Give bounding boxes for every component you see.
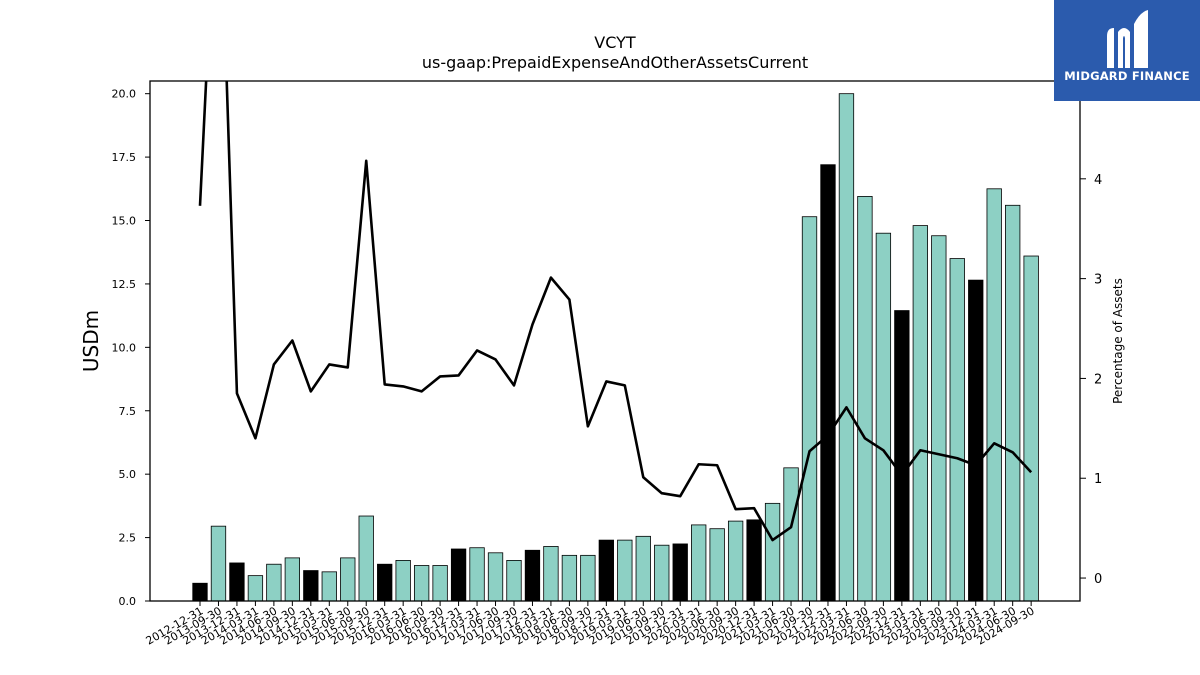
right-axis-ticks: 0 1 2 3 4 — [1080, 173, 1102, 587]
bar — [377, 563, 393, 602]
y2-tick-label: 2 — [1094, 372, 1102, 387]
y-tick-label: 12.5 — [112, 278, 137, 291]
plot-frame — [149, 80, 1081, 602]
bar — [931, 235, 947, 602]
y-tick-label: 7.5 — [119, 405, 137, 418]
bar — [303, 570, 319, 602]
left-axis-ticks: 0.0 2.5 5.0 7.5 10.0 12.5 15.0 17.5 20.0 — [112, 88, 150, 608]
y2-tick-label: 4 — [1094, 173, 1102, 188]
bar — [709, 528, 725, 602]
y2-tick-label: 1 — [1094, 472, 1102, 487]
bar — [635, 535, 651, 602]
bar — [986, 188, 1002, 602]
y-axis-label: USDm — [79, 310, 103, 372]
y-tick-label: 15.0 — [112, 215, 137, 228]
bar — [192, 582, 208, 602]
bar — [487, 552, 504, 602]
bar — [783, 467, 799, 602]
y-tick-label: 5.0 — [119, 468, 137, 481]
bar — [284, 557, 301, 602]
bar — [543, 546, 559, 602]
bar — [857, 196, 873, 602]
bar — [340, 557, 356, 602]
bar — [727, 520, 744, 602]
bar — [450, 548, 467, 602]
bar — [894, 310, 910, 602]
logo-text: MIDGARD FINANCE — [1064, 69, 1190, 83]
bar — [1005, 204, 1021, 602]
bar — [875, 232, 892, 602]
bar — [395, 560, 411, 602]
bar — [598, 539, 614, 602]
bar — [413, 565, 430, 602]
bar — [506, 560, 522, 602]
bar — [1023, 255, 1039, 602]
bar — [266, 563, 282, 602]
bar — [912, 225, 928, 602]
x-axis-ticks: 2012-12-312013-09-302013-12-312014-03-31… — [144, 601, 1037, 648]
bar — [247, 575, 264, 602]
line-group — [198, 81, 1033, 542]
y2-tick-label: 3 — [1094, 273, 1102, 288]
bar — [229, 562, 245, 602]
bar — [358, 515, 374, 602]
bar — [210, 525, 227, 602]
y-tick-label: 2.5 — [119, 532, 137, 545]
bar — [432, 565, 448, 602]
bar — [672, 543, 688, 602]
chart-subtitle: us-gaap:PrepaidExpenseAndOtherAssetsCurr… — [421, 53, 809, 72]
bar — [524, 549, 541, 602]
bar — [801, 216, 818, 602]
y-tick-label: 17.5 — [112, 151, 137, 164]
bar — [617, 539, 633, 602]
bar — [654, 544, 670, 602]
bar — [968, 279, 984, 602]
midgard-finance-logo: MIDGARD FINANCE — [1054, 0, 1200, 101]
y-tick-label: 10.0 — [112, 341, 137, 354]
bar — [746, 519, 762, 602]
percentage-line — [198, 81, 1033, 542]
bar — [469, 547, 485, 602]
bar — [764, 502, 781, 602]
y-tick-label: 20.0 — [112, 88, 137, 101]
bar — [691, 524, 707, 602]
y-tick-label: 0.0 — [119, 595, 137, 608]
bar — [820, 164, 836, 602]
y2-axis-label: Percentage of Assets — [1111, 278, 1125, 404]
bar — [949, 258, 965, 602]
midgard-logo-icon — [1107, 10, 1148, 68]
bar — [321, 571, 337, 602]
bar — [561, 554, 578, 602]
y2-tick-label: 0 — [1094, 572, 1102, 587]
chart-title: VCYT — [594, 33, 636, 52]
bar — [580, 554, 596, 602]
bar — [838, 93, 855, 602]
